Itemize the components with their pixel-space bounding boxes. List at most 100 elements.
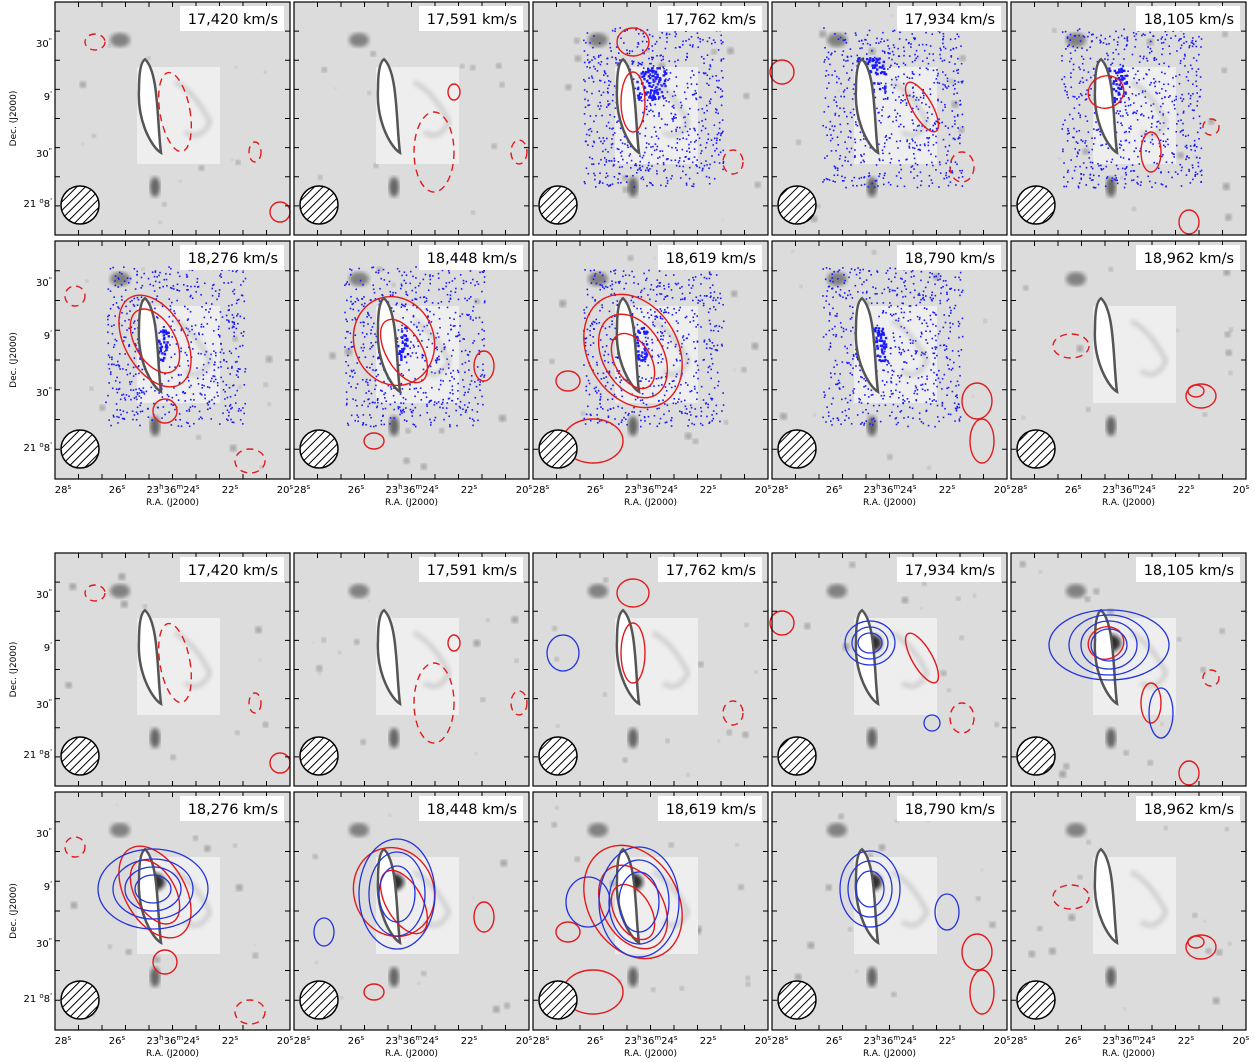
blue-emission-point [462,408,464,411]
blue-emission-peak [400,354,403,357]
blue-emission-peak [159,342,162,346]
blue-emission-point [119,368,121,370]
blue-emission-point [683,160,685,163]
blue-emission-point [587,99,589,102]
blue-emission-point [850,116,853,119]
blue-emission-point [718,127,721,130]
blue-emission-peak [856,60,859,63]
blue-emission-point [1073,107,1076,109]
blue-emission-point [367,405,369,408]
velocity-label: 18,448 km/s [427,251,517,267]
blue-emission-point [720,34,723,37]
blue-emission-point [662,161,665,164]
blue-emission-point [345,360,347,363]
blue-emission-point [449,392,452,394]
blue-emission-point [365,423,367,426]
blue-emission-point [1068,132,1070,135]
blue-emission-point [606,57,608,60]
blue-emission-point [1155,91,1157,94]
blue-emission-point [174,312,176,315]
blue-emission-point [438,358,441,361]
blue-emission-point [853,156,856,159]
blue-emission-point [839,107,841,109]
blue-emission-point [888,52,890,55]
blue-emission-point [1198,115,1201,118]
background-source [238,385,242,389]
blue-emission-point [617,423,620,425]
blue-emission-point [609,284,612,287]
blue-emission-point [658,422,661,425]
blue-emission-point [419,296,422,299]
blue-emission-point [123,336,126,338]
blue-emission-point [585,167,588,170]
blue-emission-point [720,42,723,45]
blue-emission-peak [868,59,872,62]
blue-emission-point [1188,44,1191,47]
blue-emission-point [601,182,604,184]
blue-emission-point [1076,142,1079,145]
blue-emission-point [656,407,659,410]
blue-emission-point [825,69,828,72]
blue-emission-point [607,415,610,417]
blue-emission-point [171,320,174,323]
blue-emission-point [235,270,238,273]
blue-emission-point [915,49,918,52]
companion-galaxy [588,272,608,286]
blue-emission-peak [871,59,874,63]
blue-emission-peak [1120,74,1123,78]
blue-emission-point [889,184,892,186]
blue-emission-point [1170,37,1172,39]
blue-emission-point [637,64,639,67]
blue-emission-point [681,170,684,173]
blue-emission-point [203,282,206,285]
blue-emission-point [1069,33,1072,36]
companion-galaxy [588,33,608,47]
blue-emission-peak [159,348,163,351]
blue-emission-point [108,314,110,317]
blue-emission-point [199,416,202,419]
blue-emission-point [471,409,474,411]
blue-emission-point [592,278,595,280]
blue-emission-point [606,286,609,289]
blue-emission-point [647,294,649,296]
blue-emission-point [681,336,684,339]
blue-emission-point [234,394,237,396]
blue-emission-point [900,168,903,171]
blue-emission-point [911,72,914,75]
blue-emission-point [346,281,348,283]
blue-emission-point [228,405,231,407]
blue-emission-point [190,341,192,343]
blue-emission-point [475,317,477,319]
blue-emission-point [375,375,378,378]
blue-emission-point [866,42,869,45]
blue-emission-point [583,50,586,52]
blue-emission-point [1083,36,1086,38]
blue-emission-point [135,388,137,391]
blue-emission-point [625,282,627,285]
blue-emission-point [114,275,117,277]
blue-emission-point [664,386,667,388]
blue-emission-point [136,413,139,415]
blue-emission-point [348,283,350,286]
blue-emission-point [688,419,690,421]
blue-emission-point [706,54,709,56]
blue-emission-point [668,60,671,62]
blue-emission-point [658,270,661,272]
velocity-label-box [180,6,284,31]
blue-emission-point [108,356,111,359]
blue-emission-point [626,175,629,178]
blue-emission-point [691,161,694,164]
blue-emission-point [641,165,644,168]
blue-emission-point [212,343,214,345]
blue-emission-point [922,92,924,94]
blue-emission-point [660,293,663,295]
blue-emission-point [477,403,479,405]
blue-emission-point [667,79,669,81]
blue-emission-point [1123,48,1126,51]
blue-emission-point [1165,140,1167,143]
blue-emission-point [597,389,600,392]
blue-emission-point [1147,46,1149,48]
blue-emission-point [349,273,352,276]
blue-emission-point [176,283,179,286]
blue-emission-point [1135,38,1137,41]
